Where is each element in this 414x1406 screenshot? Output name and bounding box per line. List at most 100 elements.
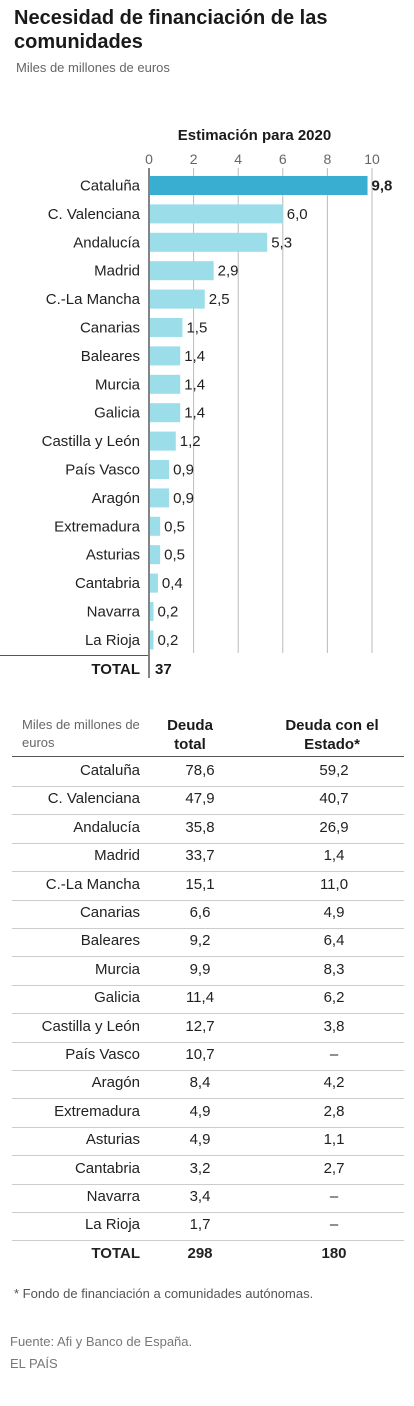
table-row: Cataluña 78,6 59,2	[12, 758, 404, 787]
table-row: Murcia 9,9 8,3	[12, 957, 404, 986]
x-tick-label: 2	[190, 151, 198, 167]
category-label: Asturias	[86, 547, 140, 564]
value-label: 1,5	[186, 320, 207, 337]
page-title: Necesidad de financiación de las comunid…	[14, 7, 328, 53]
value-label: 0,9	[173, 462, 194, 479]
table-row: Extremadura 4,9 2,8	[12, 1099, 404, 1128]
table-row: País Vasco 10,7 –	[12, 1042, 404, 1071]
state-debt-value: 4,2	[323, 1074, 345, 1092]
column-header-state-debt: Deuda con el Estado*	[285, 717, 379, 753]
total-debt-value: 11,4	[185, 989, 215, 1007]
category-label: Madrid	[94, 263, 140, 280]
total-debt-value: 78,6	[185, 762, 215, 779]
value-label: 2,5	[209, 291, 230, 308]
table-row: C.-La Mancha 15,1 11,0	[12, 872, 404, 901]
total-debt-value: 9,9	[189, 960, 211, 978]
total-debt-value: 47,9	[185, 790, 215, 808]
bar	[150, 488, 170, 508]
region-name: Asturias	[85, 1131, 140, 1149]
category-label: Canarias	[80, 320, 140, 337]
category-label: Castilla y León	[42, 433, 140, 450]
bar	[150, 232, 268, 252]
x-tick-label: 0	[145, 151, 153, 167]
x-tick-label: 4	[234, 151, 242, 167]
category-label: Andalucía	[73, 234, 140, 251]
total-debt-value: 298	[187, 1244, 213, 1262]
chart-title: Estimación para 2020	[178, 127, 331, 144]
table-row: Aragón 8,4 4,2	[12, 1070, 404, 1100]
bar-chart: Estimación para 2020 0 2 4 6 8 10 Cataluña 9,8 C.…	[42, 127, 393, 678]
state-debt-value: 26,9	[319, 818, 349, 836]
source-note: Fuente: Afi y Banco de España.	[10, 1334, 193, 1349]
table-total-row: TOTAL 298 180	[12, 1241, 404, 1269]
region-name: La Rioja	[84, 1216, 140, 1234]
region-name: C.-La Mancha	[45, 875, 140, 893]
total-debt-value: 12,7	[185, 1017, 215, 1035]
value-label: 9,8	[372, 178, 393, 195]
total-debt-value: 15,1	[185, 875, 215, 893]
state-debt-value: –	[329, 1046, 339, 1063]
table-row: Asturias 4,9 1,1	[12, 1127, 404, 1157]
table-units-note: Miles de millones de euros	[22, 717, 140, 750]
column-header-debt: Deuda total	[167, 717, 213, 753]
table-row: Canarias 6,6 4,9	[12, 900, 404, 929]
table-row: Baleares 9,2 6,4	[12, 928, 404, 958]
state-debt-value: 3,8	[323, 1017, 345, 1035]
table-row: Andalucía 35,8 26,9	[12, 815, 404, 844]
region-name: Galicia	[94, 989, 140, 1007]
bar	[150, 602, 154, 621]
region-name: C. Valenciana	[47, 790, 140, 808]
value-label: 1,2	[180, 433, 201, 450]
table-row: Cantabria 3,2 2,7	[12, 1156, 404, 1185]
page-subtitle: Miles de millones de euros	[16, 60, 170, 75]
value-label: 0,5	[164, 518, 185, 535]
x-tick-label: 6	[279, 151, 287, 167]
category-label: Cantabria	[75, 575, 141, 592]
value-label: 2,9	[218, 263, 239, 280]
total-value: 37	[155, 661, 172, 678]
bar	[150, 431, 176, 451]
region-name: Canarias	[79, 904, 140, 921]
state-debt-value: 11,0	[319, 875, 349, 893]
bar	[150, 403, 181, 423]
bar	[150, 630, 154, 650]
value-label: 1,4	[184, 376, 205, 393]
value-label: 6,0	[287, 206, 308, 223]
total-debt-value: 6,6	[189, 904, 211, 921]
region-name: Aragón	[91, 1074, 140, 1092]
category-label: C. Valenciana	[48, 206, 141, 223]
category-label: Extremadura	[54, 518, 141, 535]
category-label: La Rioja	[85, 632, 141, 649]
total-debt-value: 4,9	[189, 1131, 211, 1149]
table-row: Castilla y León 12,7 3,8	[12, 1014, 404, 1043]
footnote: * Fondo de financiación a comunidades au…	[14, 1286, 314, 1301]
category-label: Cataluña	[80, 178, 141, 195]
category-label: Aragón	[92, 490, 140, 507]
total-debt-value: 3,4	[189, 1188, 211, 1205]
total-debt-value: 8,4	[189, 1074, 211, 1092]
table-row: C. Valenciana 47,9 40,7	[12, 786, 404, 816]
state-debt-value: 6,4	[323, 932, 345, 950]
bar	[150, 289, 205, 309]
brand-label: EL PAÍS	[10, 1356, 58, 1371]
region-name: Andalucía	[73, 818, 140, 836]
bar	[150, 460, 170, 479]
state-debt-value: 2,7	[323, 1159, 345, 1177]
value-label: 0,5	[164, 547, 185, 564]
table-row: Madrid 33,7 1,4	[12, 843, 404, 873]
bar	[150, 545, 161, 565]
state-debt-value: 180	[321, 1244, 347, 1262]
region-name: TOTAL	[91, 1244, 140, 1262]
bar	[150, 346, 181, 366]
total-debt-value: 10,7	[185, 1046, 215, 1063]
state-debt-value: –	[329, 1216, 339, 1234]
state-debt-value: 4,9	[323, 904, 345, 921]
bar	[150, 176, 368, 195]
bar	[150, 573, 158, 593]
value-label: 0,2	[157, 632, 178, 649]
table-row: La Rioja 1,7 –	[12, 1212, 404, 1242]
bar	[150, 204, 283, 224]
total-debt-value: 35,8	[185, 818, 215, 836]
value-label: 0,9	[173, 490, 194, 507]
bar	[150, 261, 214, 281]
